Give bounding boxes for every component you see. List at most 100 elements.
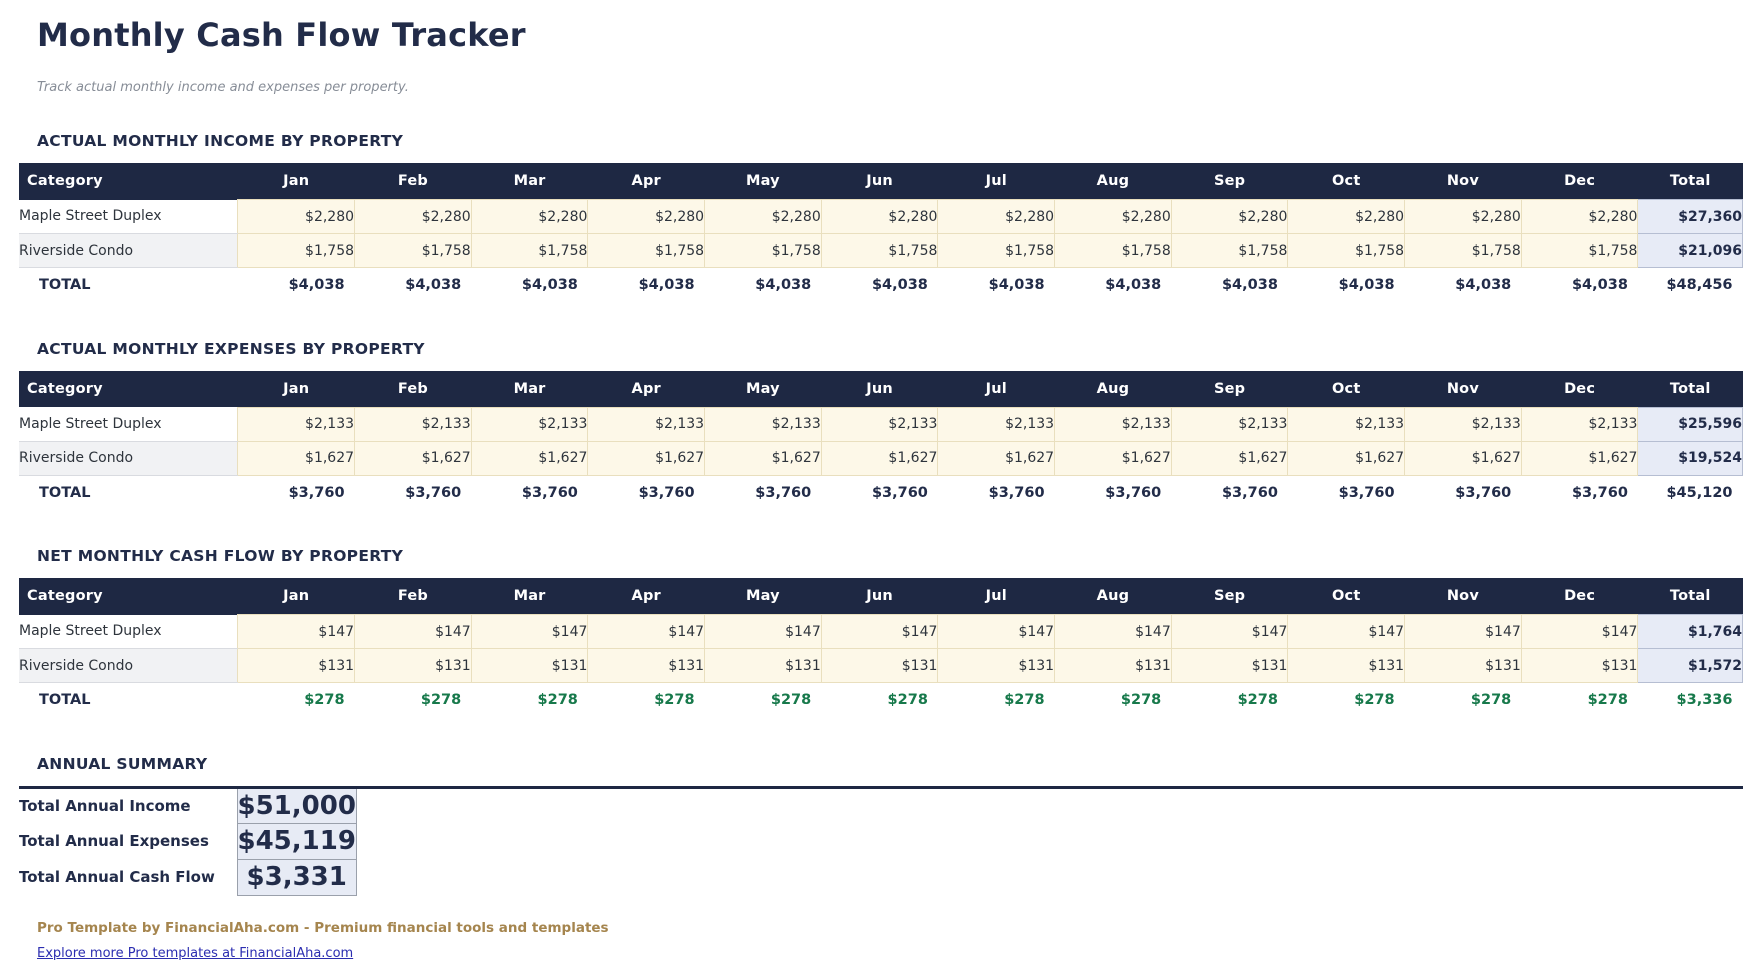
summary-row-label: Total Annual Cash Flow — [19, 868, 215, 886]
total-row-label: TOTAL — [19, 474, 238, 510]
month-value-cell: $2,133 — [470, 406, 589, 442]
column-header-month: Sep — [1171, 578, 1288, 615]
table-section: ACTUAL MONTHLY INCOME BY PROPERTY Categor… — [19, 132, 1743, 303]
total-row-value: $3,760 — [471, 474, 588, 510]
column-header-month: Sep — [1171, 370, 1288, 407]
category-cell: Maple Street Duplex — [19, 614, 238, 649]
table-row: Riverside Condo $1,627 $1,627 $1,627 $1,627 $… — [19, 440, 1743, 476]
column-header-total: Total — [1637, 370, 1743, 407]
column-header-month: Mar — [471, 578, 588, 615]
annual-summary-section: ANNUAL SUMMARY Total Annual Income $51,0… — [19, 755, 1743, 896]
month-value-cell: $1,758 — [704, 233, 822, 268]
month-value-cell: $1,758 — [1170, 233, 1289, 268]
column-header-month: Jan — [237, 578, 355, 615]
page-title: Monthly Cash Flow Tracker — [37, 16, 526, 54]
month-value-cell: $131 — [1404, 648, 1522, 683]
row-total-cell: $1,764 — [1637, 614, 1743, 649]
column-header-month: Jun — [821, 163, 938, 200]
month-value-cell: $2,133 — [820, 406, 939, 442]
month-value-cell: $2,133 — [704, 406, 822, 442]
total-row-label: TOTAL — [19, 682, 238, 718]
month-value-cell: $131 — [1287, 648, 1406, 683]
table-row: Riverside Condo $131 $131 $131 $131 $131 $131 $… — [19, 648, 1743, 683]
column-header-month: Apr — [587, 163, 705, 200]
month-value-cell: $131 — [1520, 648, 1639, 683]
total-row-value: $3,760 — [1287, 474, 1405, 510]
data-table: Category Jan Feb Mar Apr May Jun Jul Aug Sep Oct No… — [19, 370, 1743, 510]
total-row-value: $3,760 — [354, 474, 472, 510]
column-header-month: Jun — [821, 370, 938, 407]
column-header-month: Feb — [354, 163, 472, 200]
total-row-value: $278 — [1521, 682, 1638, 718]
summary-row-value: $45,119 — [236, 822, 357, 860]
row-total-cell: $21,096 — [1637, 233, 1743, 268]
total-row-value: $4,038 — [1521, 267, 1638, 303]
month-value-cell: $147 — [237, 614, 356, 649]
month-value-cell: $147 — [1404, 614, 1522, 649]
table-row: Maple Street Duplex $2,133 $2,133 $2,133 $2,… — [19, 406, 1743, 442]
table-header-row: Category Jan Feb Mar Apr May Jun Jul Aug Sep Oct No… — [19, 370, 1743, 407]
summary-row-filler — [356, 823, 1743, 859]
month-value-cell: $1,627 — [1287, 440, 1406, 476]
month-value-cell: $2,133 — [1287, 406, 1406, 442]
footer-link[interactable]: Explore more Pro templates at FinancialA… — [37, 945, 354, 961]
column-header-month: Oct — [1287, 163, 1405, 200]
column-header-month: Dec — [1521, 578, 1638, 615]
month-value-cell: $1,758 — [1404, 233, 1522, 268]
total-row-value: $278 — [237, 682, 355, 718]
total-row-value: $4,038 — [704, 267, 822, 303]
table-row: Maple Street Duplex $2,280 $2,280 $2,280 $2,… — [19, 199, 1743, 234]
category-cell: Riverside Condo — [19, 648, 238, 683]
month-value-cell: $2,133 — [1170, 406, 1289, 442]
month-value-cell: $1,758 — [1054, 233, 1172, 268]
table-header-row: Category Jan Feb Mar Apr May Jun Jul Aug Sep Oct No… — [19, 578, 1743, 615]
column-header-month: Jun — [821, 578, 938, 615]
column-header-month: Mar — [471, 163, 588, 200]
month-value-cell: $1,758 — [587, 233, 706, 268]
total-row-value: $278 — [354, 682, 472, 718]
summary-row-filler — [356, 787, 1743, 823]
month-value-cell: $131 — [587, 648, 706, 683]
month-value-cell: $2,280 — [937, 199, 1056, 234]
column-header-month: Nov — [1404, 370, 1522, 407]
row-total-cell: $25,596 — [1637, 406, 1743, 442]
month-value-cell: $1,627 — [470, 440, 589, 476]
total-row: TOTAL $4,038 $4,038 $4,038 $4,038 $4,038 $4,03… — [19, 267, 1743, 303]
column-header-month: May — [704, 163, 822, 200]
month-value-cell: $147 — [354, 614, 472, 649]
table-section: ACTUAL MONTHLY EXPENSES BY PROPERTY Categ… — [19, 340, 1743, 510]
month-value-cell: $1,627 — [704, 440, 822, 476]
month-value-cell: $1,758 — [470, 233, 589, 268]
section-heading: ACTUAL MONTHLY INCOME BY PROPERTY — [37, 132, 404, 150]
column-header-month: Oct — [1287, 370, 1405, 407]
month-value-cell: $1,627 — [354, 440, 472, 476]
month-value-cell: $1,758 — [820, 233, 939, 268]
total-row-value: $3,760 — [1521, 474, 1638, 510]
month-value-cell: $131 — [1054, 648, 1172, 683]
month-value-cell: $147 — [937, 614, 1056, 649]
category-cell: Maple Street Duplex — [19, 199, 238, 234]
table-row: Riverside Condo $1,758 $1,758 $1,758 $1,758 $… — [19, 233, 1743, 268]
month-value-cell: $147 — [1054, 614, 1172, 649]
total-row-value: $4,038 — [471, 267, 588, 303]
total-row-value: $4,038 — [1054, 267, 1172, 303]
summary-row-value: $51,000 — [236, 786, 357, 824]
month-value-cell: $2,280 — [1054, 199, 1172, 234]
total-row: TOTAL $3,760 $3,760 $3,760 $3,760 $3,760 $3,76… — [19, 474, 1743, 510]
month-value-cell: $147 — [704, 614, 822, 649]
total-row-value: $278 — [821, 682, 938, 718]
annual-summary-heading: ANNUAL SUMMARY — [37, 754, 208, 773]
total-row-value: $3,760 — [1404, 474, 1522, 510]
month-value-cell: $1,758 — [1520, 233, 1639, 268]
total-row-value: $278 — [1054, 682, 1172, 718]
month-value-cell: $131 — [470, 648, 589, 683]
month-value-cell: $131 — [1170, 648, 1289, 683]
month-value-cell: $1,627 — [1054, 440, 1172, 476]
column-header-month: Jul — [937, 163, 1055, 200]
month-value-cell: $2,280 — [237, 199, 356, 234]
column-header-month: Jul — [937, 578, 1055, 615]
column-header-month: Aug — [1054, 163, 1172, 200]
month-value-cell: $2,280 — [354, 199, 472, 234]
column-header-month: Nov — [1404, 163, 1522, 200]
